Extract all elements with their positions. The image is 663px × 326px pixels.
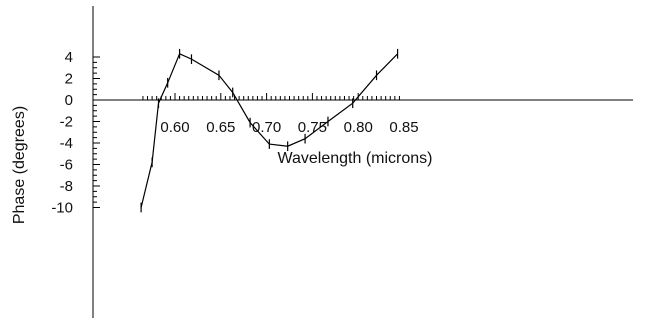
y-tick-label: -10 <box>51 200 73 217</box>
x-tick-label: 0.75 <box>298 119 327 136</box>
y-tick-label: 2 <box>65 71 73 88</box>
x-tick-label: 0.60 <box>160 119 189 136</box>
x-tick-label: 0.65 <box>206 119 235 136</box>
y-tick-label: -2 <box>60 114 73 131</box>
y-tick-label: 0 <box>65 92 73 109</box>
x-tick-label: 0.80 <box>344 119 373 136</box>
series-line <box>140 53 399 208</box>
y-tick-label: -4 <box>60 135 73 152</box>
x-axis-ticks: 0.60 0.65 0.70 0.75 0.80 0.85 <box>142 93 419 136</box>
y-tick-label: -8 <box>60 178 73 195</box>
data-series <box>140 48 399 213</box>
x-axis-label: Wavelength (microns) <box>277 150 432 167</box>
x-tick-label: 0.70 <box>252 119 281 136</box>
x-tick-label: 0.85 <box>389 119 418 136</box>
y-axis-ticks: 4 2 0 -2 -4 -6 -8 -10 <box>51 49 100 217</box>
y-tick-label: 4 <box>65 49 73 66</box>
y-axis-label: Phase (degrees) <box>11 106 28 224</box>
y-tick-label: -6 <box>60 157 73 174</box>
